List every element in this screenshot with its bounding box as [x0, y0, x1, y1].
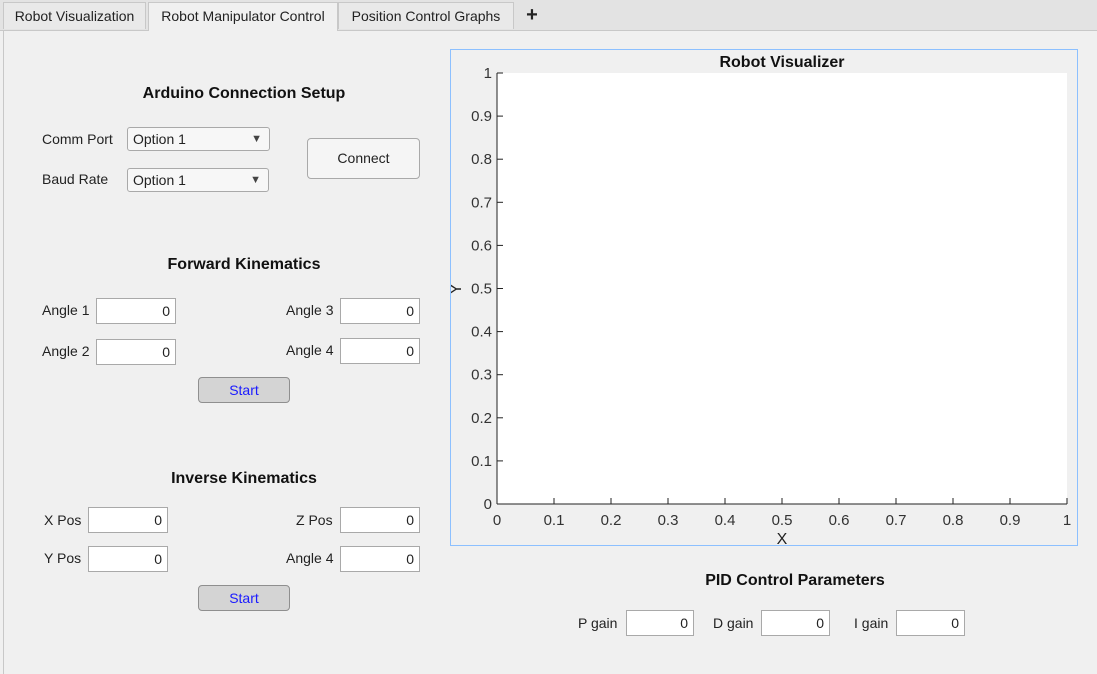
ik-ypos-label: Y Pos	[44, 550, 82, 566]
x-tick-label: 0.7	[886, 512, 907, 529]
fk-angle4-label: Angle 4	[286, 342, 334, 358]
x-tick-label: 0	[493, 512, 501, 529]
y-tick-label: 0.5	[471, 281, 492, 298]
robot-visualizer-axes[interactable]: Robot Visualizer 0 0.1 0.2 0.3 0.4 0.5 0.6 0.7 0…	[448, 49, 1078, 548]
x-tick-label: 0.3	[658, 512, 679, 529]
y-tick-label: 0.6	[471, 237, 492, 254]
x-tick-label: 0.6	[829, 512, 850, 529]
tab-bar: Robot Visualization Robot Manipulator Co…	[0, 0, 1097, 31]
x-tick-label: 0.8	[943, 512, 964, 529]
tab-panel	[3, 30, 1097, 674]
fk-start-button[interactable]: Start	[198, 377, 290, 403]
d-gain-input[interactable]: 0	[761, 610, 830, 636]
ik-angle4-label: Angle 4	[286, 550, 334, 566]
p-gain-input[interactable]: 0	[626, 610, 694, 636]
y-tick-label: 0.9	[471, 108, 492, 125]
x-axis-label: X	[777, 531, 788, 545]
y-axis-label: Y	[451, 283, 465, 294]
y-tick-label: 0.1	[471, 453, 492, 470]
chevron-down-icon: ▼	[251, 133, 262, 145]
y-tick-label: 0.7	[471, 194, 492, 211]
fk-angle1-label: Angle 1	[42, 302, 90, 318]
ik-xpos-label: X Pos	[44, 512, 82, 528]
ik-xpos-input[interactable]: 0	[88, 507, 168, 533]
tab-robot-visualization[interactable]: Robot Visualization	[3, 2, 146, 29]
add-tab-icon[interactable]: +	[526, 4, 538, 26]
i-gain-label: I gain	[854, 615, 889, 631]
baud-rate-value: Option 1	[133, 172, 186, 188]
tab-robot-manipulator-control[interactable]: Robot Manipulator Control	[148, 2, 338, 31]
baud-rate-dropdown[interactable]: Option 1 ▼	[127, 168, 269, 192]
comm-port-value: Option 1	[133, 131, 186, 147]
pid-section-title: PID Control Parameters	[705, 572, 885, 589]
y-tick-label: 0.4	[471, 324, 492, 341]
connect-button[interactable]: Connect	[307, 138, 420, 179]
ik-zpos-input[interactable]: 0	[340, 507, 420, 533]
ik-angle4-input[interactable]: 0	[340, 546, 420, 572]
y-tick-label: 0.3	[471, 367, 492, 384]
p-gain-label: P gain	[578, 615, 618, 631]
fk-angle1-input[interactable]: 0	[96, 298, 176, 324]
chevron-down-icon: ▼	[250, 174, 261, 186]
y-tick-label: 1	[484, 65, 492, 82]
arduino-section-title: Arduino Connection Setup	[142, 85, 346, 102]
x-tick-label: 0.9	[1000, 512, 1021, 529]
robot-visualizer-chart: Robot Visualizer 0 0.1 0.2 0.3 0.4 0.5 0.6 0.7 0…	[448, 54, 1071, 548]
y-tick-label: 0	[484, 496, 492, 513]
inverse-kinematics-title: Inverse Kinematics	[171, 470, 317, 487]
fk-angle3-input[interactable]: 0	[340, 298, 420, 324]
x-tick-label: 0.5	[772, 512, 793, 529]
fk-angle2-label: Angle 2	[42, 343, 90, 359]
fk-angle3-label: Angle 3	[286, 302, 334, 318]
comm-port-dropdown[interactable]: Option 1 ▼	[127, 127, 270, 151]
x-tick-label: 0.4	[715, 512, 736, 529]
plot-area	[497, 73, 1067, 504]
baud-rate-label: Baud Rate	[42, 171, 109, 187]
d-gain-label: D gain	[713, 615, 754, 631]
fk-angle2-input[interactable]: 0	[96, 339, 176, 365]
fk-angle4-input[interactable]: 0	[340, 338, 420, 364]
x-tick-label: 0.1	[544, 512, 565, 529]
ik-zpos-label: Z Pos	[296, 512, 333, 528]
ik-ypos-input[interactable]: 0	[88, 546, 168, 572]
ik-start-button[interactable]: Start	[198, 585, 290, 611]
forward-kinematics-title: Forward Kinematics	[167, 256, 321, 273]
x-tick-label: 0.2	[601, 512, 622, 529]
chart-title: Robot Visualizer	[719, 54, 844, 71]
y-tick-label: 0.8	[471, 151, 492, 168]
i-gain-input[interactable]: 0	[896, 610, 965, 636]
x-tick-label: 1	[1063, 512, 1071, 529]
y-tick-label: 0.2	[471, 410, 492, 427]
comm-port-label: Comm Port	[42, 131, 113, 147]
tab-position-control-graphs[interactable]: Position Control Graphs	[338, 2, 514, 29]
